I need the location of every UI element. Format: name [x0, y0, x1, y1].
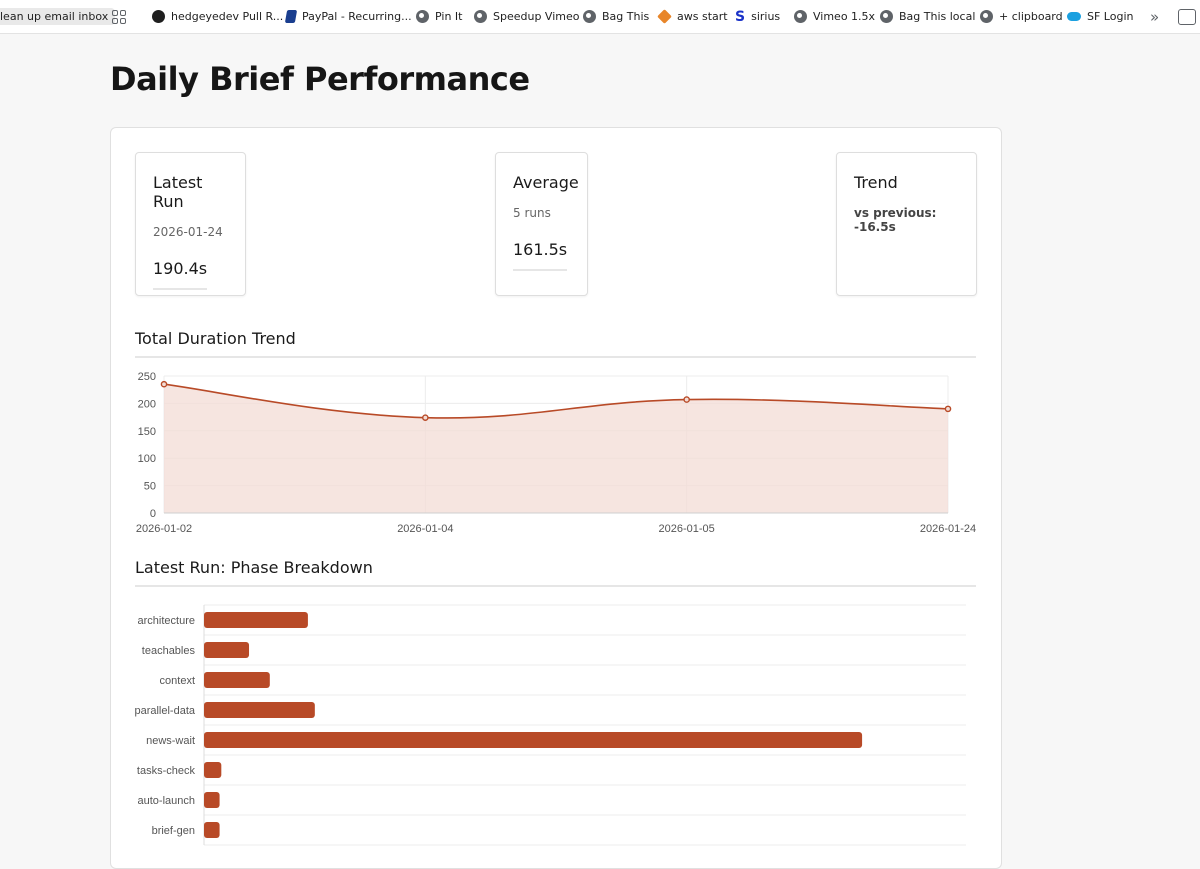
- bookmark-bag-this-local[interactable]: Bag This local: [880, 0, 975, 33]
- bookmark-label: hedgeyedev Pull R...: [171, 10, 284, 23]
- reading-list-icon[interactable]: [1178, 9, 1196, 25]
- x-tick-label: 2026-01-02: [136, 523, 192, 535]
- card-title: Trend: [854, 173, 898, 192]
- duration-trend-heading: Total Duration Trend: [135, 329, 976, 358]
- bookmark-label: Vimeo 1.5x: [813, 10, 876, 23]
- bookmark-sirius[interactable]: S sirius: [735, 0, 780, 33]
- bookmark-vimeo-1-5x[interactable]: Vimeo 1.5x: [794, 0, 875, 33]
- duration-series-line: [163, 383, 949, 419]
- card-date: 2026-01-24: [153, 225, 223, 239]
- y-tick-label: 0: [150, 508, 156, 520]
- y-tick-label: 50: [144, 481, 156, 493]
- bookmark-paypal[interactable]: PayPal - Recurring...: [284, 0, 412, 33]
- bookmark-label: lean up email inbox: [0, 10, 109, 23]
- bookmarks-overflow-chevron-icon[interactable]: »: [1150, 7, 1160, 26]
- page-title: Daily Brief Performance: [110, 60, 530, 98]
- phase-bar: [204, 822, 220, 838]
- bookmark-speedup-vimeo[interactable]: Speedup Vimeo: [474, 0, 580, 33]
- duration-point: [422, 414, 429, 421]
- aws-icon: [657, 9, 672, 24]
- phase-bar: [204, 642, 250, 658]
- trend-card: Trend vs previous: -16.5s: [836, 152, 977, 296]
- bookmark-clipboard[interactable]: + clipboard: [980, 0, 1063, 33]
- apps-grid-icon: [112, 9, 126, 24]
- card-value: 161.5s: [513, 240, 568, 271]
- phase-bar: [204, 762, 222, 778]
- bookmark-clean-up-email-inbox[interactable]: lean up email inbox: [0, 8, 116, 25]
- category-label: auto-launch: [138, 795, 196, 807]
- y-tick-label: 100: [138, 453, 156, 465]
- average-card: Average 5 runs 161.5s: [495, 152, 588, 296]
- bookmark-aws-start[interactable]: aws start: [657, 0, 728, 33]
- phase-bar: [204, 702, 315, 718]
- y-tick-label: 250: [138, 371, 156, 383]
- apps-button[interactable]: [112, 0, 126, 33]
- duration-area: [164, 384, 948, 513]
- phase-bar: [204, 612, 308, 628]
- category-label: parallel-data: [134, 705, 195, 717]
- bookmark-label: PayPal - Recurring...: [302, 10, 412, 23]
- category-label: brief-gen: [152, 825, 195, 837]
- globe-icon: [474, 10, 487, 23]
- category-label: teachables: [142, 645, 196, 657]
- category-label: news-wait: [146, 735, 195, 747]
- duration-point: [160, 380, 168, 388]
- duration-point: [944, 405, 952, 413]
- globe-icon: [583, 10, 596, 23]
- globe-icon: [794, 10, 807, 23]
- card-run-count: 5 runs: [513, 206, 551, 220]
- x-tick-label: 2026-01-05: [659, 523, 715, 535]
- duration-trend-chart: 0 50 100 150 200 250 2026-01-02 2026-01-04 2026-…: [136, 371, 976, 535]
- globe-icon: [880, 10, 893, 23]
- bookmark-label: sirius: [751, 10, 781, 23]
- bookmark-bag-this[interactable]: Bag This: [583, 0, 649, 33]
- globe-icon: [980, 10, 993, 23]
- latest-run-card: Latest Run 2026-01-24 190.4s: [135, 152, 246, 296]
- github-icon: [152, 10, 165, 23]
- card-value: 190.4s: [153, 259, 208, 290]
- dashboard-panel: Latest Run 2026-01-24 190.4s Average 5 r…: [110, 127, 1002, 869]
- y-tick-label: 200: [138, 398, 156, 410]
- x-tick-label: 2026-01-24: [920, 523, 976, 535]
- bookmark-label: + clipboard: [999, 10, 1063, 23]
- paypal-icon: [284, 10, 298, 23]
- globe-icon: [416, 10, 429, 23]
- category-label: architecture: [138, 615, 195, 627]
- salesforce-icon: [1067, 12, 1081, 21]
- bookmarks-bar: lean up email inbox hedgeyedev Pull R...…: [0, 0, 1200, 34]
- bookmark-label: Bag This: [602, 10, 650, 23]
- bookmark-label: Pin It: [435, 10, 463, 23]
- y-tick-label: 150: [138, 426, 156, 438]
- bookmark-sf-login[interactable]: SF Login: [1067, 0, 1133, 33]
- bookmark-label: Speedup Vimeo: [493, 10, 580, 23]
- duration-point: [683, 396, 690, 403]
- card-title: Latest Run: [153, 173, 203, 211]
- card-title: Average: [513, 173, 579, 192]
- bookmark-label: Bag This local: [899, 10, 976, 23]
- category-label: context: [160, 675, 195, 687]
- phase-bar: [204, 672, 270, 688]
- category-label: tasks-check: [137, 765, 196, 777]
- phase-bar: [204, 732, 863, 748]
- bookmark-hedgeyedev[interactable]: hedgeyedev Pull R...: [152, 0, 283, 33]
- bookmark-label: SF Login: [1087, 10, 1134, 23]
- phase-breakdown-chart: architecture teachables context parallel-da…: [134, 604, 966, 846]
- card-delta: vs previous: -16.5s: [854, 206, 937, 234]
- bookmark-label: aws start: [677, 10, 728, 23]
- sirius-icon: S: [735, 8, 746, 25]
- phase-breakdown-heading: Latest Run: Phase Breakdown: [135, 558, 976, 587]
- bookmark-pin-it[interactable]: Pin It: [416, 0, 462, 33]
- phase-bar: [204, 792, 220, 808]
- x-tick-label: 2026-01-04: [397, 523, 453, 535]
